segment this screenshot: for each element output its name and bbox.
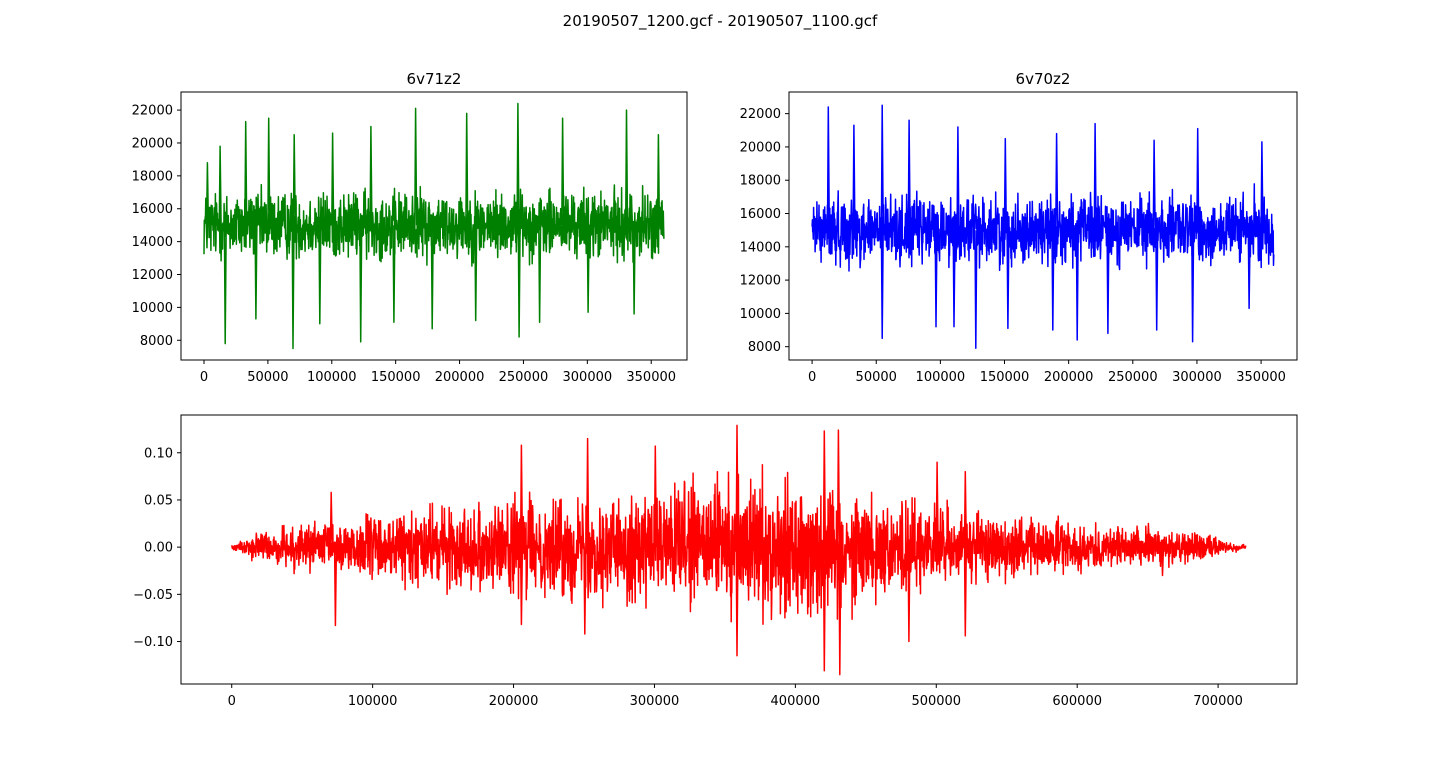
x-tick-label: 50000: [856, 370, 897, 385]
y-tick-label: 14000: [740, 240, 781, 255]
x-tick-label: 700000: [1193, 694, 1243, 709]
axes-frame: [788, 91, 1298, 361]
y-tick-label: 18000: [740, 174, 781, 189]
x-tick-label: 300000: [563, 370, 613, 385]
axes-frame: [180, 414, 1298, 685]
x-tick-label: 0: [200, 370, 208, 385]
x-tick-label: 50000: [247, 370, 288, 385]
y-tick-label: 8000: [140, 334, 173, 349]
x-tick-label: 300000: [1172, 370, 1222, 385]
x-tick-label: 0: [808, 370, 816, 385]
y-tick-label: 22000: [132, 104, 173, 119]
axes-frame: [180, 91, 688, 361]
x-tick-label: 250000: [1108, 370, 1158, 385]
x-tick-label: 300000: [630, 694, 680, 709]
x-tick-label: 100000: [916, 370, 966, 385]
x-tick-label: 100000: [307, 370, 357, 385]
y-tick-label: 16000: [740, 207, 781, 222]
x-tick-label: 150000: [371, 370, 421, 385]
x-tick-label: 100000: [348, 694, 398, 709]
x-tick-label: 600000: [1052, 694, 1102, 709]
series-line: [811, 104, 1275, 350]
y-tick-label: −0.10: [133, 635, 173, 650]
y-tick-label: 12000: [740, 274, 781, 289]
x-tick-label: 500000: [911, 694, 961, 709]
y-tick-label: 8000: [748, 340, 781, 355]
x-tick-label: 400000: [771, 694, 821, 709]
subplot-6v71z2: 0 50000 100000 150000 200000 250000 300000 3500…: [132, 70, 688, 385]
axes-title: 6v71z2: [407, 70, 462, 88]
y-tick-label: 0.10: [144, 446, 173, 461]
y-tick-label: 14000: [132, 235, 173, 250]
axes-title: 6v70z2: [1016, 70, 1071, 88]
series-line: [203, 102, 665, 350]
subplot-difference: 0 100000 200000 300000 400000 500000 600000 700…: [133, 414, 1298, 709]
x-tick-label: 200000: [489, 694, 539, 709]
y-tick-label: −0.05: [133, 588, 173, 603]
x-tick-label: 250000: [499, 370, 549, 385]
y-tick-label: 20000: [740, 140, 781, 155]
y-tick-label: 16000: [132, 202, 173, 217]
x-tick-label: 150000: [980, 370, 1030, 385]
y-tick-label: 0.00: [144, 541, 173, 556]
y-tick-label: 10000: [132, 301, 173, 316]
y-tick-label: 0.05: [144, 493, 173, 508]
x-tick-label: 0: [228, 694, 236, 709]
subplot-6v70z2: 0 50000 100000 150000 200000 250000 300000 3500…: [740, 70, 1298, 385]
figure-suptitle: 20190507_1200.gcf - 20190507_1100.gcf: [562, 12, 878, 30]
series-line: [230, 424, 1247, 676]
y-tick-label: 12000: [132, 268, 173, 283]
y-tick-label: 22000: [740, 107, 781, 122]
y-tick-label: 18000: [132, 169, 173, 184]
x-tick-label: 200000: [1044, 370, 1094, 385]
x-tick-label: 350000: [626, 370, 676, 385]
y-tick-label: 20000: [132, 136, 173, 151]
x-tick-label: 200000: [435, 370, 485, 385]
y-tick-label: 10000: [740, 307, 781, 322]
x-tick-label: 350000: [1236, 370, 1286, 385]
